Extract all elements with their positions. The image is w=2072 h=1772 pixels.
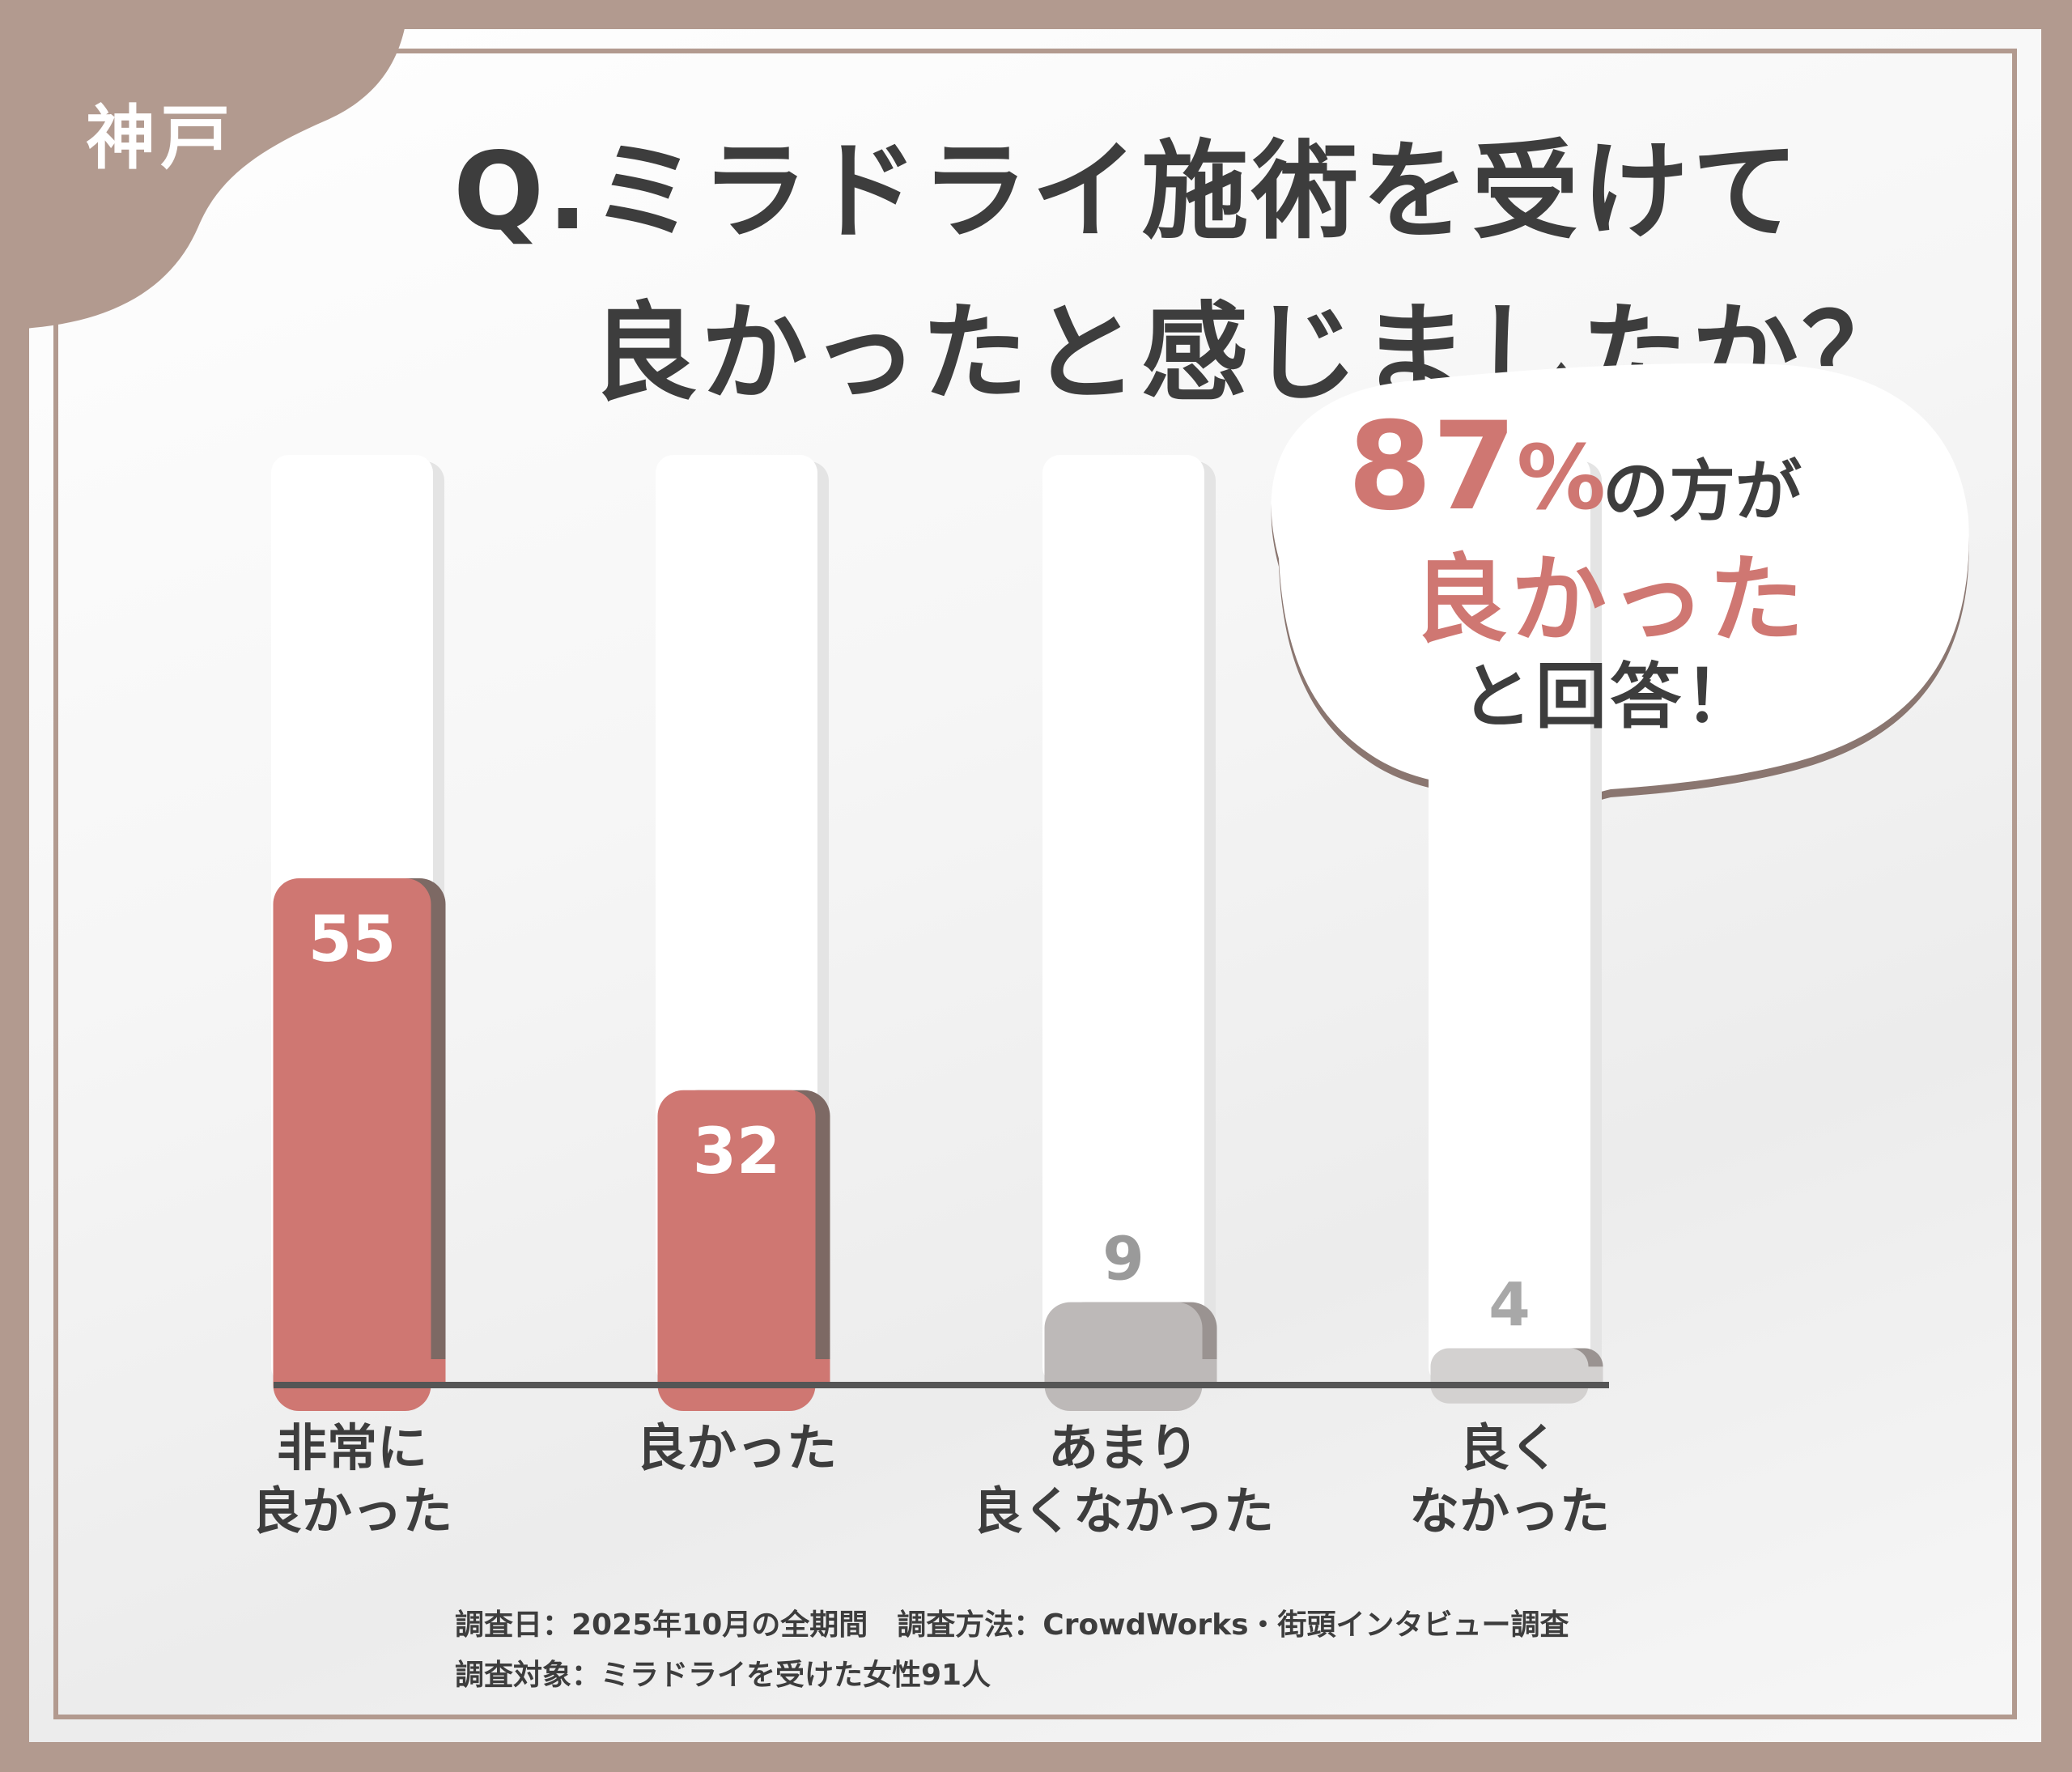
city-label: 神戸 — [86, 98, 235, 179]
bar-value-label: 4 — [1488, 1270, 1531, 1340]
category-label: 良かった — [636, 1418, 837, 1477]
callout-text1: の方が — [1603, 453, 1802, 530]
category-label: 良く — [1459, 1418, 1560, 1477]
category-label: 良かった — [252, 1481, 452, 1540]
inner-frame — [53, 49, 2017, 1719]
bar — [1044, 1302, 1203, 1411]
bar-track — [1429, 455, 1590, 1385]
category-label: 良くなかった — [973, 1481, 1274, 1540]
question-title-line1: Q.ミラドライ施術を受けて — [453, 130, 1802, 254]
category-label: 非常に — [277, 1418, 427, 1477]
bar-value-label: 32 — [693, 1115, 781, 1188]
bar-value-label: 55 — [308, 903, 397, 976]
bar-base — [273, 1359, 446, 1385]
bar-track — [1042, 455, 1204, 1385]
callout-percent: 87% — [1348, 397, 1606, 538]
bar-base — [1430, 1366, 1603, 1385]
callout-text3: と回答！ — [1461, 655, 1760, 738]
category-label: あまり — [1048, 1418, 1199, 1477]
survey-note-line2: 調査対象：ミラドライを受けた女性91人 — [455, 1659, 991, 1692]
category-label: なかった — [1409, 1481, 1610, 1540]
bar-base — [1044, 1359, 1217, 1385]
callout-percent-sign: % — [1516, 426, 1606, 529]
bar-base — [657, 1359, 830, 1385]
callout-percent-number: 87 — [1348, 397, 1517, 538]
survey-note-line1: 調査日：2025年10月の全期間 調査方法：CrowdWorks・街頭インタビュ… — [455, 1608, 1569, 1642]
callout-text2: 良かった — [1412, 544, 1808, 656]
bar-value-label: 9 — [1102, 1225, 1144, 1294]
corner-decoration — [0, 0, 409, 332]
bar — [273, 878, 431, 1411]
bar — [657, 1090, 816, 1411]
